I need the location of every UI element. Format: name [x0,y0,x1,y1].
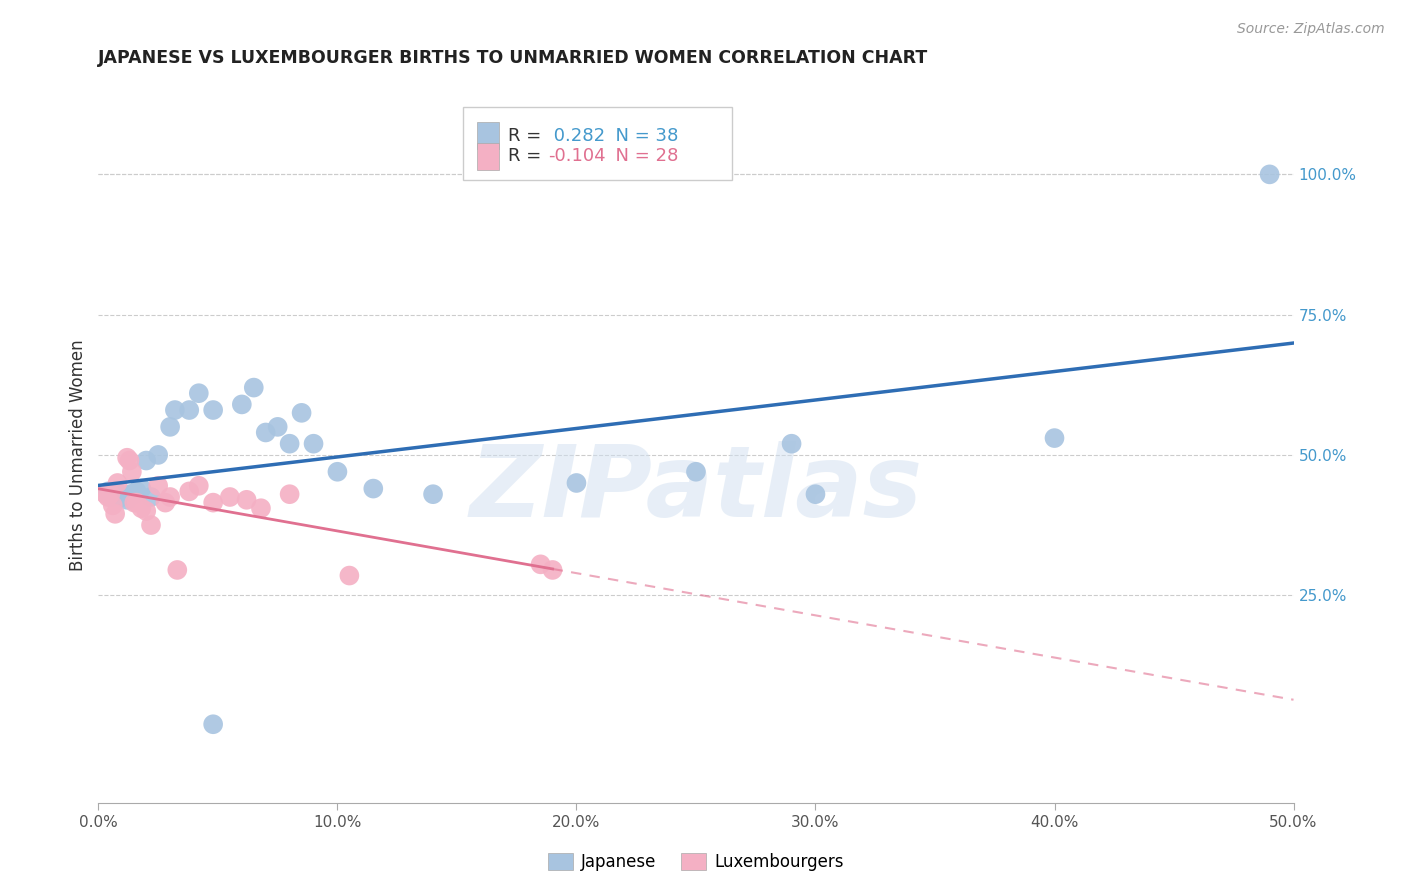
Point [202,403,225,417]
Point [118,487,141,501]
Point [94,487,117,501]
Point [254,425,277,440]
Point [148,448,170,462]
Point [108,487,131,501]
Text: -0.104: -0.104 [548,147,606,165]
Point [219,490,242,504]
Point [124,487,146,501]
Point [250,501,273,516]
Legend: Japanese, Luxembourgers: Japanese, Luxembourgers [541,847,851,878]
Point [131,501,153,516]
Point [202,495,225,509]
Point [541,563,564,577]
Point [107,475,129,490]
Text: R =: R = [509,127,547,145]
Point [135,453,157,467]
Point [179,484,201,499]
Point [131,482,153,496]
Point [685,465,707,479]
Point [422,487,444,501]
Point [139,490,162,504]
Text: Source: ZipAtlas.com: Source: ZipAtlas.com [1237,22,1385,37]
Point [159,420,181,434]
Point [121,465,143,479]
Text: ZIPatlas: ZIPatlas [470,442,922,538]
Point [104,507,127,521]
Point [104,484,127,499]
Point [179,403,201,417]
Point [1258,167,1281,181]
Point [101,487,124,501]
Point [98,490,122,504]
Point [148,479,170,493]
Point [202,717,225,731]
Point [115,450,138,465]
Point [115,492,138,507]
Text: JAPANESE VS LUXEMBOURGER BIRTHS TO UNMARRIED WOMEN CORRELATION CHART: JAPANESE VS LUXEMBOURGER BIRTHS TO UNMAR… [98,49,929,67]
Point [125,484,148,499]
Point [97,484,120,499]
Point [135,504,157,518]
Text: R =: R = [509,147,547,165]
Text: 0.282: 0.282 [548,127,605,145]
Point [118,453,141,467]
Text: N = 28: N = 28 [605,147,678,165]
Point [565,475,588,490]
Point [125,495,148,509]
Point [339,568,361,582]
Point [107,487,129,501]
Point [243,381,266,395]
Point [139,518,162,533]
Point [326,465,349,479]
Point [235,492,257,507]
Point [530,558,553,572]
Point [278,436,301,450]
Y-axis label: Births to Unmarried Women: Births to Unmarried Women [69,339,87,571]
Point [291,406,314,420]
Point [187,386,209,401]
Point [1043,431,1066,445]
Point [101,499,124,513]
Point [159,490,181,504]
Point [363,482,385,496]
Point [98,487,122,501]
Point [302,436,325,450]
Point [121,487,143,501]
Point [163,403,186,417]
Point [124,495,146,509]
Text: N = 38: N = 38 [605,127,678,145]
Point [187,479,209,493]
Point [166,563,188,577]
Point [278,487,301,501]
Point [804,487,827,501]
Point [267,420,290,434]
Point [111,490,134,504]
Point [97,490,120,504]
Point [155,495,177,509]
Point [231,397,253,411]
Point [780,436,803,450]
